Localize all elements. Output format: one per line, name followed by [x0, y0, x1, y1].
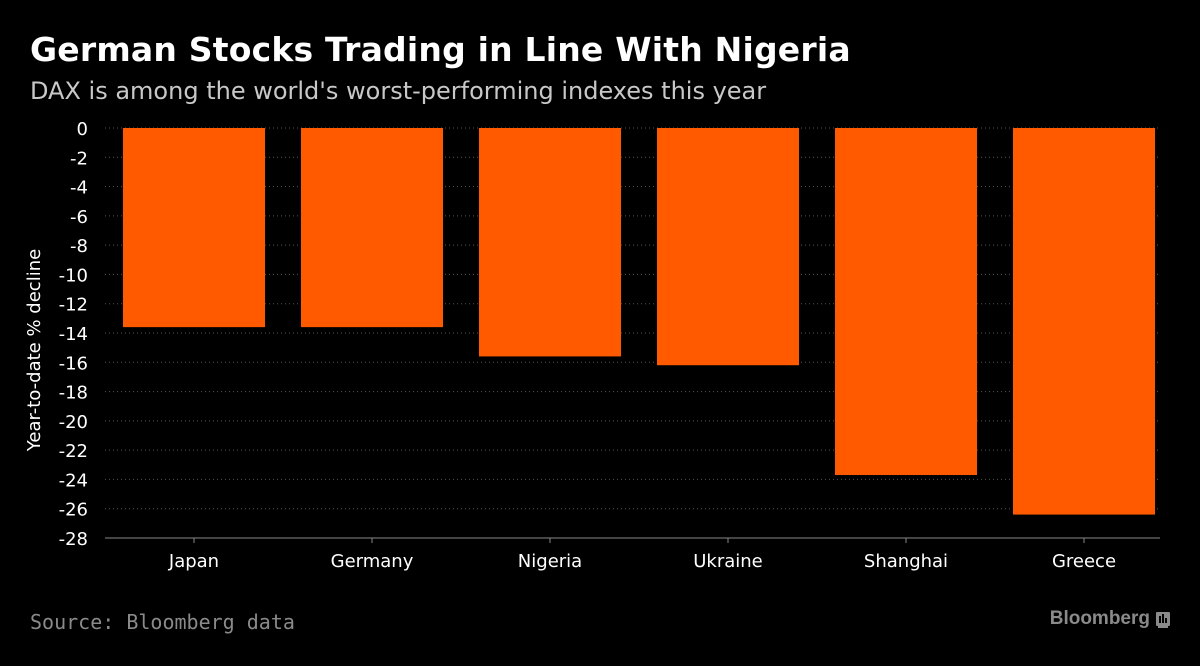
y-tick-label: -24 — [59, 470, 88, 491]
x-axis-ticks: Japan Germany Nigeria Ukraine Shanghai Greece — [168, 538, 1116, 572]
bar-greece — [1013, 128, 1155, 515]
gridlines — [105, 127, 1160, 539]
source-note: Source: Bloomberg data — [30, 610, 295, 634]
bloomberg-logo: Bloomberg — [1049, 608, 1150, 629]
x-tick-label: Germany — [331, 551, 414, 572]
bar-nigeria — [479, 128, 621, 357]
y-tick-label: -22 — [59, 441, 88, 462]
x-tick-label: Ukraine — [693, 551, 763, 572]
y-tick-label: -6 — [70, 207, 88, 228]
x-tick-label: Greece — [1052, 551, 1116, 572]
bloomberg-terminal-icon — [1156, 612, 1170, 628]
y-tick-label: -20 — [59, 412, 88, 433]
x-tick-label: Nigeria — [518, 551, 582, 572]
chart-subtitle: DAX is among the world's worst-performin… — [30, 77, 767, 105]
chart-title: German Stocks Trading in Line With Niger… — [30, 30, 851, 69]
y-tick-label: -16 — [59, 353, 88, 374]
bar-ukraine — [657, 128, 799, 366]
y-axis-label: Year-to-date % decline — [24, 249, 45, 452]
bar-japan — [123, 128, 265, 328]
y-tick-label: -14 — [59, 324, 88, 345]
bar-germany — [301, 128, 443, 328]
x-tick-label: Shanghai — [864, 551, 948, 572]
y-tick-label: -28 — [59, 529, 88, 550]
bar-shanghai — [835, 128, 977, 476]
bar-chart: 0-2-4-6-8-10-12-14-16-18-20-22-24-26-28 … — [24, 119, 1160, 572]
y-tick-label: -4 — [70, 178, 88, 199]
y-tick-label: -2 — [70, 148, 88, 169]
y-tick-label: -10 — [59, 265, 88, 286]
y-tick-label: -26 — [59, 500, 88, 521]
y-tick-label: -8 — [70, 236, 88, 257]
y-axis-ticks: 0 -2 -4 -6 -8 -10 -12 -14 -16 -18 -20 -22 -24 -26 -28 — [59, 119, 88, 550]
x-tick-label: Japan — [168, 551, 219, 572]
y-tick-label: 0 — [77, 119, 88, 140]
bars — [123, 128, 1155, 515]
y-tick-label: -18 — [59, 383, 88, 404]
y-tick-label: -12 — [59, 295, 88, 316]
